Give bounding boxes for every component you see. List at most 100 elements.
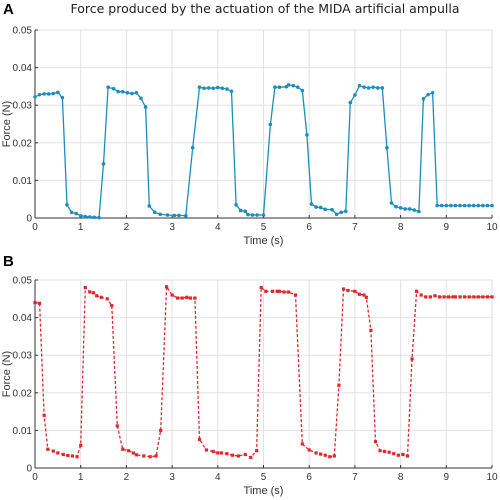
panel-b-data-point-75 — [405, 454, 410, 458]
panel-a-data-point-42 — [238, 208, 243, 213]
panel-b-chart: 0 1 2 3 4 5 6 7 8 9 10 0 0.01 0.02 0.03 0.04 0.05 Time (s… — [1, 276, 498, 498]
panel-a-data-point-48 — [268, 122, 273, 127]
panel-b-data-point-53 — [300, 442, 304, 446]
panel-b-data-point-42 — [243, 452, 247, 457]
panel-b-x-tick-label-9: 9 — [444, 472, 450, 483]
panel-b-data-point-26 — [159, 428, 163, 432]
panel-b-data-point-94 — [490, 295, 494, 299]
panel-b-data-point-16 — [105, 297, 109, 301]
panel-a-y-tick-label-0: 0 — [26, 214, 32, 225]
panel-b-data-point-11 — [83, 285, 87, 290]
panel-a-data-point-87 — [449, 203, 453, 208]
panel-a-data-point-53 — [291, 83, 296, 88]
panel-a-x-tick-label-5: 5 — [261, 222, 267, 233]
panel-b-data-point-76 — [410, 357, 414, 361]
panel-b-data-point-19 — [121, 447, 125, 451]
panel-a-x-tick-label-1: 1 — [78, 222, 84, 233]
panel-b-x-tick-label-7: 7 — [352, 472, 358, 483]
panel-a-data-point-21 — [130, 91, 134, 96]
panel-b-data-point-87 — [458, 295, 462, 299]
panel-b-data-point-1 — [37, 301, 42, 305]
panel-b-data-point-81 — [433, 294, 437, 298]
panel-a-data-point-63 — [339, 210, 343, 215]
panel-b-x-tick-label-10: 10 — [486, 472, 498, 483]
panel-a-data-point-91 — [467, 203, 471, 208]
panel-a-data-point-46 — [255, 213, 259, 217]
panel-a-data-point-89 — [458, 203, 462, 208]
panel-b-data-point-5 — [56, 451, 60, 455]
panel-b-x-tick-label-1: 1 — [78, 472, 84, 483]
panel-a-data-point-62 — [334, 212, 339, 217]
panel-b-data-point-83 — [442, 295, 446, 299]
panel-a-data-point-77 — [403, 207, 407, 211]
panel-a-data-point-19 — [120, 89, 125, 94]
panel-a-data-point-8 — [69, 210, 74, 215]
panel-a-data-point-33 — [197, 85, 202, 89]
panel-a-data-point-95 — [485, 203, 490, 208]
panel-b-y-tick-label-0: 0 — [26, 464, 32, 475]
panel-a-data-point-57 — [309, 202, 314, 206]
panel-a-data-point-13 — [92, 215, 97, 220]
panel-b-data-point-64 — [357, 292, 362, 296]
panel-b-data-point-72 — [392, 452, 396, 456]
panel-b-data-point-74 — [401, 452, 405, 457]
panel-a-y-tick-label-5: 0.05 — [13, 26, 33, 37]
panel-b-data-point-85 — [451, 295, 455, 299]
panel-b-data-point-32 — [188, 296, 192, 300]
panel-b-data-point-48 — [275, 289, 279, 293]
panel-a-x-tick-label-6: 6 — [306, 222, 312, 233]
panel-b-data-point-41 — [236, 454, 240, 458]
panel-b-data-point-88 — [462, 295, 467, 299]
panel-b-data-point-24 — [148, 455, 152, 459]
panel-b-data-point-28 — [170, 293, 174, 297]
panel-b-data-point-91 — [476, 295, 480, 299]
panel-b-y-tick-label-1: 0.01 — [13, 426, 33, 437]
panel-b-x-tick-label-5: 5 — [261, 472, 267, 483]
panel-a-x-tick-label-3: 3 — [169, 222, 175, 233]
panel-a-data-point-2 — [42, 92, 46, 96]
panel-b-data-point-0 — [33, 300, 37, 305]
panel-a-data-point-35 — [206, 86, 211, 90]
panel-b-data-point-77 — [414, 289, 419, 293]
panel-a-data-point-65 — [348, 100, 353, 105]
panel-a-data-point-85 — [439, 203, 444, 208]
panel-a-x-tick-label-0: 0 — [32, 222, 38, 233]
panel-a-y-tick-label-1: 0.01 — [13, 176, 33, 187]
panel-b-data-point-14 — [95, 294, 99, 298]
panel-b-data-point-38 — [219, 451, 224, 455]
panel-a-data-point-86 — [444, 203, 449, 208]
panel-a-data-point-11 — [83, 214, 88, 219]
panel-a-data-point-67 — [357, 83, 362, 88]
panel-b-data-point-56 — [319, 452, 323, 456]
panel-b-data-point-51 — [287, 290, 291, 294]
panel-b-data-point-62 — [346, 288, 350, 293]
panel-a-data-point-80 — [417, 209, 421, 214]
panel-b-data-point-20 — [127, 449, 131, 453]
panel-a-data-point-72 — [380, 86, 385, 90]
panel-a-x-tick-label-10: 10 — [486, 222, 498, 233]
panel-b-data-point-8 — [70, 454, 75, 458]
panel-a-data-point-20 — [125, 90, 130, 95]
panel-b-data-point-54 — [307, 448, 311, 452]
panel-a-y-tick-label-2: 0.02 — [13, 138, 33, 149]
panel-b-data-point-93 — [485, 295, 490, 299]
panel-b-data-point-34 — [197, 437, 202, 442]
panel-b-data-point-58 — [328, 455, 332, 459]
panel-a-data-point-18 — [116, 89, 120, 94]
panel-a-data-point-75 — [394, 204, 398, 209]
panel-a-x-axis-label: Time (s) — [244, 235, 284, 247]
panel-a-data-point-36 — [211, 86, 216, 91]
panel-b-data-point-12 — [88, 290, 92, 294]
panel-a-x-tick-label-9: 9 — [444, 222, 450, 233]
panel-b-data-point-68 — [373, 440, 378, 444]
panel-b-data-point-66 — [364, 295, 368, 299]
panel-b-x-tick-label-8: 8 — [398, 472, 404, 483]
panel-a-data-point-73 — [385, 145, 389, 150]
panel-a-data-point-0 — [33, 95, 37, 99]
panel-a-data-point-56 — [305, 133, 309, 137]
panel-a-data-point-74 — [389, 201, 394, 205]
panel-a-data-point-15 — [101, 162, 106, 166]
panel-a-data-point-47 — [261, 213, 266, 217]
panel-b-x-tick-label-0: 0 — [32, 472, 38, 483]
panel-a-data-point-50 — [277, 85, 282, 89]
